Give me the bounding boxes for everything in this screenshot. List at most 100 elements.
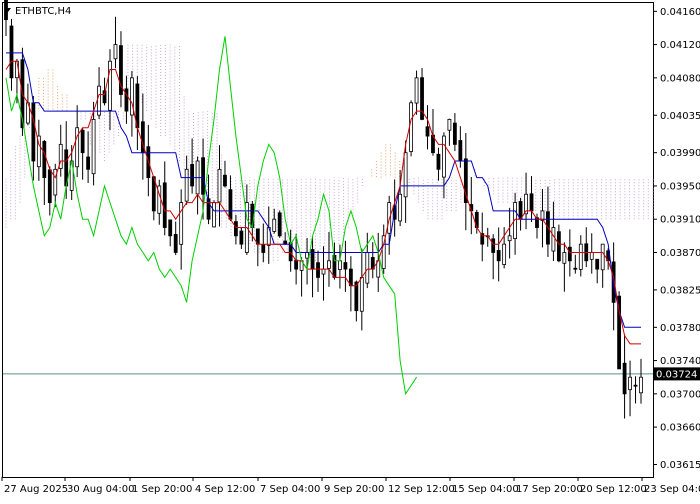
candle-body [600,243,605,271]
candle-body [108,60,112,111]
candle-body [529,193,534,212]
candle-body [458,140,463,162]
time-tick-label: 17 Sep 20:00 [516,484,583,495]
time-tick-label: 12 Sep 12:00 [388,484,455,495]
candle-body [9,25,14,79]
candle-body [595,258,600,270]
candle-body [491,238,496,253]
time-tick-label: 4 Sep 12:00 [195,484,255,495]
price-tick-label: 0.03660 [660,423,700,434]
candle-body [31,102,36,162]
symbol-dropdown-triangle-icon[interactable] [5,8,11,12]
candle-body [480,233,485,245]
indicator-lines [5,36,641,396]
price-tick-label: 0.03825 [660,285,700,296]
candle-body [343,262,348,270]
price-tick-label: 0.03950 [660,181,700,192]
price-tick-label: 0.04120 [660,40,700,51]
ichimoku-cloud [5,44,654,261]
candle-body [58,143,63,169]
price-tick-label: 0.04080 [660,73,700,84]
price-tick-label: 0.03910 [660,215,700,226]
candle-body [321,268,326,275]
price-tick-label: 0.04160 [660,7,700,18]
price-tick-label: 0.03870 [660,248,700,259]
candle-body [130,77,134,116]
candle-body [507,235,512,242]
candle-body [524,193,528,215]
candle-body [447,119,452,131]
candle-body [628,376,632,391]
candle-body [617,295,622,370]
time-tick-label: 9 Sep 20:00 [324,484,384,495]
candle-body [234,221,238,237]
candle-body [633,384,638,387]
price-tick-label: 0.03990 [660,148,700,159]
candle-body [162,182,167,228]
candle-body [75,127,80,168]
candle-body [398,193,403,222]
candle-body [283,240,288,245]
candle-body [179,202,184,245]
candle-body [190,164,195,187]
candle-body [184,168,189,202]
kijun-sen-line [6,52,641,328]
candle-body [217,168,222,203]
candle-body [261,244,266,253]
candle-body [354,281,359,312]
candle-body [496,250,501,262]
candle-body [228,189,233,220]
candle-body [452,122,457,145]
candle-body [518,201,523,220]
candle-body [403,152,408,198]
symbol-label: ETHBTC,H4 [15,6,71,17]
current-price-label: 0.03724 [656,369,697,380]
time-tick-label: 7 Sep 04:00 [260,484,320,495]
candle-body [327,260,331,269]
candle-body [338,260,342,270]
candle-body [272,218,277,232]
time-tick-label: 15 Sep 04:00 [452,484,519,495]
candle-body [622,362,627,395]
price-tick-label: 0.04035 [660,111,700,122]
candle-body [414,77,419,104]
candle-body [573,267,578,270]
candle-body [305,252,309,259]
candle-body [86,156,91,170]
time-tick-label: 1 Sep 20:00 [132,484,192,495]
candle-body [201,157,205,195]
candle-body [113,44,118,60]
candle-body [365,252,370,284]
candle-body [639,376,643,394]
candle-body [409,102,413,152]
candle-body [206,198,211,220]
candle-body [442,135,446,178]
price-tick-label: 0.03700 [660,389,700,400]
candle-body [316,262,320,278]
time-tick-label: 23 Sep 04:00 [644,484,700,495]
candle-body [173,234,178,253]
candle-body [381,235,386,269]
time-tick-label: 27 Aug 2025 [4,484,68,495]
current-price-badge: 0.03724 [654,367,700,381]
candle-body [119,45,123,95]
candle-body [223,174,227,187]
candle-body [540,210,545,221]
candle-body [294,259,299,270]
candle-body [567,246,572,262]
time-tick-label: 30 Aug 04:00 [67,484,134,495]
candle-body [42,141,47,179]
candle-body [562,252,567,264]
candle-body [551,227,556,252]
price-tick-label: 0.03615 [660,460,700,471]
candle-body [436,153,441,170]
price-axis: 0.04160 0.04120 0.04080 0.04035 0.03990 0.039… [653,7,700,471]
candle-body [4,0,8,21]
candle-body [359,277,364,312]
candle-body [556,231,561,262]
candle-body [36,135,41,168]
